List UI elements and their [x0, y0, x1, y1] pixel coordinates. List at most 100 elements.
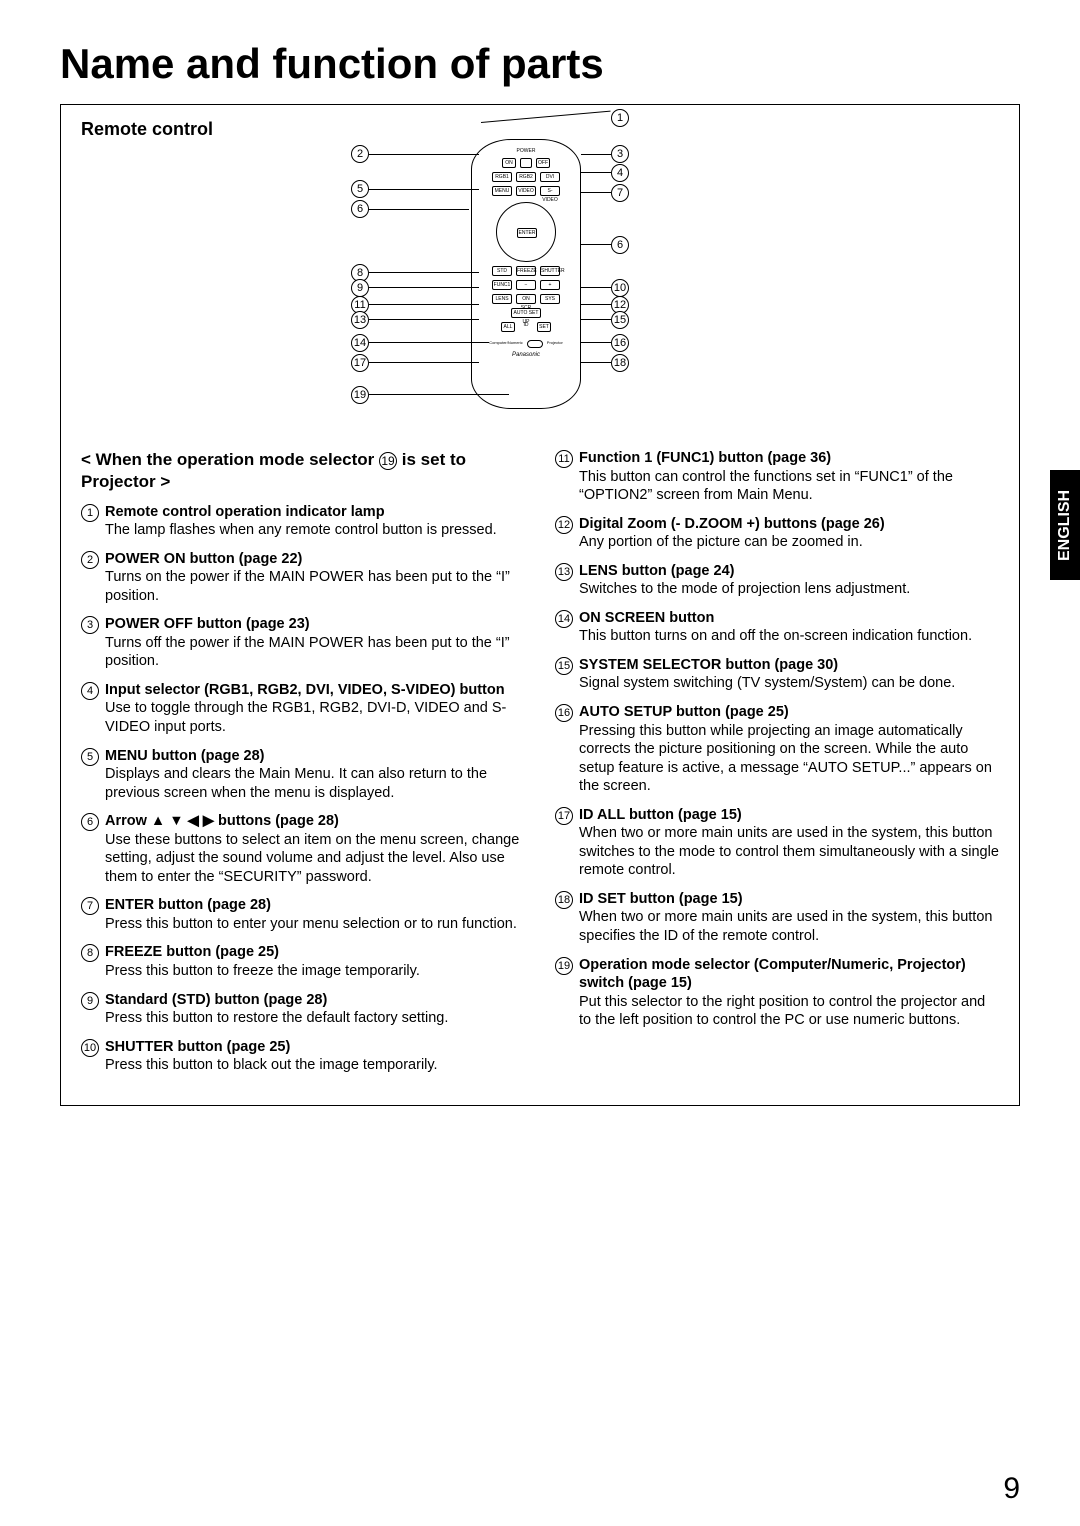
item-title: AUTO SETUP button (page 25) — [579, 703, 999, 722]
item-desc: When two or more main units are used in … — [579, 824, 999, 880]
callout-18: 18 — [611, 354, 629, 372]
desc-item-16: 16AUTO SETUP button (page 25)Pressing th… — [555, 703, 999, 796]
subhead-ref-num: 19 — [379, 452, 397, 470]
item-title: SHUTTER button (page 25) — [105, 1038, 525, 1057]
item-desc: Press this button to restore the default… — [105, 1009, 525, 1028]
dpad: ENTER — [496, 202, 556, 262]
lead-19 — [369, 394, 509, 395]
item-desc: Pressing this button while projecting an… — [579, 722, 999, 796]
language-tab: ENGLISH — [1050, 470, 1080, 580]
desc-item-6: 6Arrow ▲ ▼ ◀ ▶ buttons (page 28)Use thes… — [81, 812, 525, 886]
dzoom-minus-btn: − — [516, 280, 536, 290]
item-num: 6 — [81, 813, 99, 831]
menu-btn: MENU — [492, 186, 512, 196]
lead-11 — [369, 304, 479, 305]
item-desc: Use to toggle through the RGB1, RGB2, DV… — [105, 699, 525, 736]
system-btn: SYS — [540, 294, 560, 304]
item-title: ON SCREEN button — [579, 609, 999, 628]
left-column: < When the operation mode selector 19 is… — [81, 449, 525, 1085]
item-num: 17 — [555, 807, 573, 825]
freeze-btn: FREEZE — [516, 266, 536, 276]
desc-item-1: 1 Remote control operation indicator lamp… — [81, 503, 525, 540]
subhead-prefix: < When the operation mode selector — [81, 450, 379, 469]
rgb1-btn: RGB1 — [492, 172, 512, 182]
item-title: MENU button (page 28) — [105, 747, 525, 766]
item-desc: Switches to the mode of projection lens … — [579, 580, 999, 599]
lead-16 — [581, 342, 611, 343]
desc-item-5: 5MENU button (page 28)Displays and clear… — [81, 747, 525, 803]
lead-17 — [369, 362, 479, 363]
item-num: 13 — [555, 563, 573, 581]
item-num: 3 — [81, 616, 99, 634]
proj-label: Projector — [547, 340, 563, 348]
lead-7 — [581, 192, 611, 193]
item-num: 5 — [81, 748, 99, 766]
lead-4 — [581, 172, 611, 173]
dzoom-plus-btn: + — [540, 280, 560, 290]
all-btn: ALL — [501, 322, 515, 332]
desc-item-10: 10SHUTTER button (page 25)Press this but… — [81, 1038, 525, 1075]
item-title: Arrow ▲ ▼ ◀ ▶ buttons (page 28) — [105, 812, 525, 831]
item-title: SYSTEM SELECTOR button (page 30) — [579, 656, 999, 675]
lead-2 — [369, 154, 479, 155]
item-desc: Press this button to freeze the image te… — [105, 962, 525, 981]
desc-item-18: 18ID SET button (page 15)When two or mor… — [555, 890, 999, 946]
item-num: 9 — [81, 992, 99, 1010]
item-num: 1 — [81, 504, 99, 522]
callout-3: 3 — [611, 145, 629, 163]
item-desc: Any portion of the picture can be zoomed… — [579, 533, 999, 552]
lead-3 — [581, 154, 611, 155]
item-num: 2 — [81, 551, 99, 569]
callout-2: 2 — [351, 145, 369, 163]
item-desc: Signal system switching (TV system/Syste… — [579, 674, 999, 693]
right-column: 11Function 1 (FUNC1) button (page 36)Thi… — [555, 449, 999, 1085]
callout-15: 15 — [611, 311, 629, 329]
remote-diagram-area: Remote control POWER ON OFF RGB1 RGB2 DV… — [81, 119, 999, 439]
item-title: ENTER button (page 28) — [105, 896, 525, 915]
item-num: 18 — [555, 891, 573, 909]
lead-14 — [369, 342, 489, 343]
item-num: 8 — [81, 944, 99, 962]
item-title: POWER ON button (page 22) — [105, 550, 525, 569]
mode-switch — [527, 340, 543, 348]
callout-16: 16 — [611, 334, 629, 352]
lead-15 — [581, 319, 611, 320]
item-desc: This button can control the functions se… — [579, 468, 999, 505]
lead-8 — [369, 272, 479, 273]
shutter-btn: SHUTTER — [540, 266, 560, 276]
desc-item-12: 12Digital Zoom (- D.ZOOM +) buttons (pag… — [555, 515, 999, 552]
lead-12 — [581, 304, 611, 305]
desc-item-14: 14 ON SCREEN buttonThis button turns on a… — [555, 609, 999, 646]
desc-item-13: 13 LENS button (page 24)Switches to the m… — [555, 562, 999, 599]
item-title: LENS button (page 24) — [579, 562, 999, 581]
callout-10: 10 — [611, 279, 629, 297]
callout-19: 19 — [351, 386, 369, 404]
onscreen-btn: ON SCR — [516, 294, 536, 304]
item-num: 14 — [555, 610, 573, 628]
page-number: 9 — [1003, 1472, 1020, 1506]
item-desc: This button turns on and off the on-scre… — [579, 627, 999, 646]
desc-item-17: 17 ID ALL button (page 15)When two or mor… — [555, 806, 999, 880]
enter-btn: ENTER — [517, 228, 537, 238]
svideo-btn: S-VIDEO — [540, 186, 560, 196]
item-num: 12 — [555, 516, 573, 534]
item-desc: The lamp flashes when any remote control… — [105, 521, 525, 540]
item-title: Standard (STD) button (page 28) — [105, 991, 525, 1010]
item-title: ID ALL button (page 15) — [579, 806, 999, 825]
set-btn: SET — [537, 322, 551, 332]
lead-13 — [369, 319, 479, 320]
item-num: 11 — [555, 450, 573, 468]
description-columns: < When the operation mode selector 19 is… — [81, 449, 999, 1085]
content-box: Remote control POWER ON OFF RGB1 RGB2 DV… — [60, 104, 1020, 1106]
desc-item-9: 9 Standard (STD) button (page 28)Press th… — [81, 991, 525, 1028]
dvi-btn: DVI — [540, 172, 560, 182]
lead-6b — [581, 244, 611, 245]
item-title: Remote control operation indicator lamp — [105, 503, 525, 522]
item-title: Operation mode selector (Computer/Numeri… — [579, 956, 999, 993]
desc-item-15: 15SYSTEM SELECTOR button (page 30)Signal… — [555, 656, 999, 693]
callout-6b: 6 — [611, 236, 629, 254]
item-num: 4 — [81, 682, 99, 700]
item-desc: Turns on the power if the MAIN POWER has… — [105, 568, 525, 605]
rgb2-btn: RGB2 — [516, 172, 536, 182]
callout-5: 5 — [351, 180, 369, 198]
